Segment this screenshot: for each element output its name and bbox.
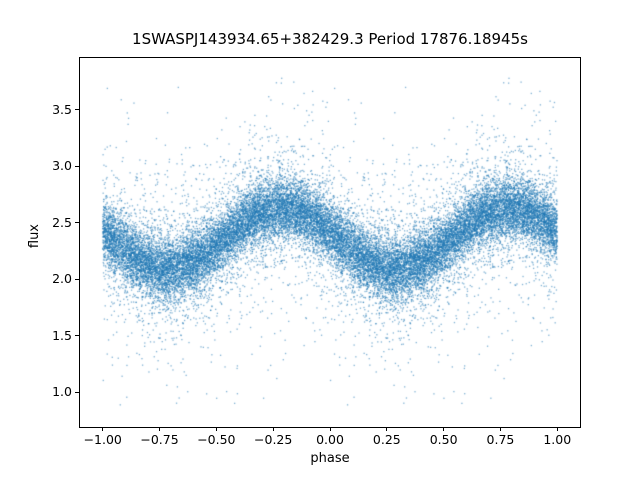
x-tick-label: 0.00 [316, 432, 344, 447]
y-tick-mark [75, 391, 79, 393]
y-tick-label: 2.0 [52, 271, 72, 287]
y-tick-mark [75, 278, 79, 280]
x-tick-label: 0.50 [429, 432, 458, 447]
x-tick-mark [386, 427, 388, 431]
y-tick-mark [75, 109, 79, 111]
y-tick-label: 3.0 [52, 158, 72, 174]
x-axis-label: phase [310, 451, 350, 466]
x-tick-label: −0.75 [140, 432, 179, 447]
x-tick-mark [159, 427, 161, 431]
x-tick-mark [215, 427, 217, 431]
y-tick-mark [75, 335, 79, 337]
y-tick-label: 2.5 [52, 214, 72, 230]
y-tick-label: 1.5 [52, 327, 72, 343]
chart-title: 1SWASPJ143934.65+382429.3 Period 17876.1… [132, 30, 528, 48]
x-tick-label: −1.00 [83, 432, 122, 447]
y-tick-label: 3.5 [52, 101, 72, 117]
scatter-points-canvas [80, 58, 580, 427]
x-tick-label: 1.00 [543, 432, 572, 447]
x-tick-mark [272, 427, 274, 431]
y-tick-mark [75, 165, 79, 167]
y-tick-mark [75, 222, 79, 224]
x-tick-label: −0.25 [254, 432, 293, 447]
x-tick-label: 0.25 [372, 432, 401, 447]
x-tick-mark [102, 427, 104, 431]
x-tick-label: 0.75 [486, 432, 515, 447]
x-tick-mark [329, 427, 331, 431]
x-tick-mark [556, 427, 558, 431]
x-tick-label: −0.50 [197, 432, 236, 447]
x-tick-mark [443, 427, 445, 431]
y-tick-label: 1.0 [52, 384, 72, 400]
x-tick-mark [499, 427, 501, 431]
